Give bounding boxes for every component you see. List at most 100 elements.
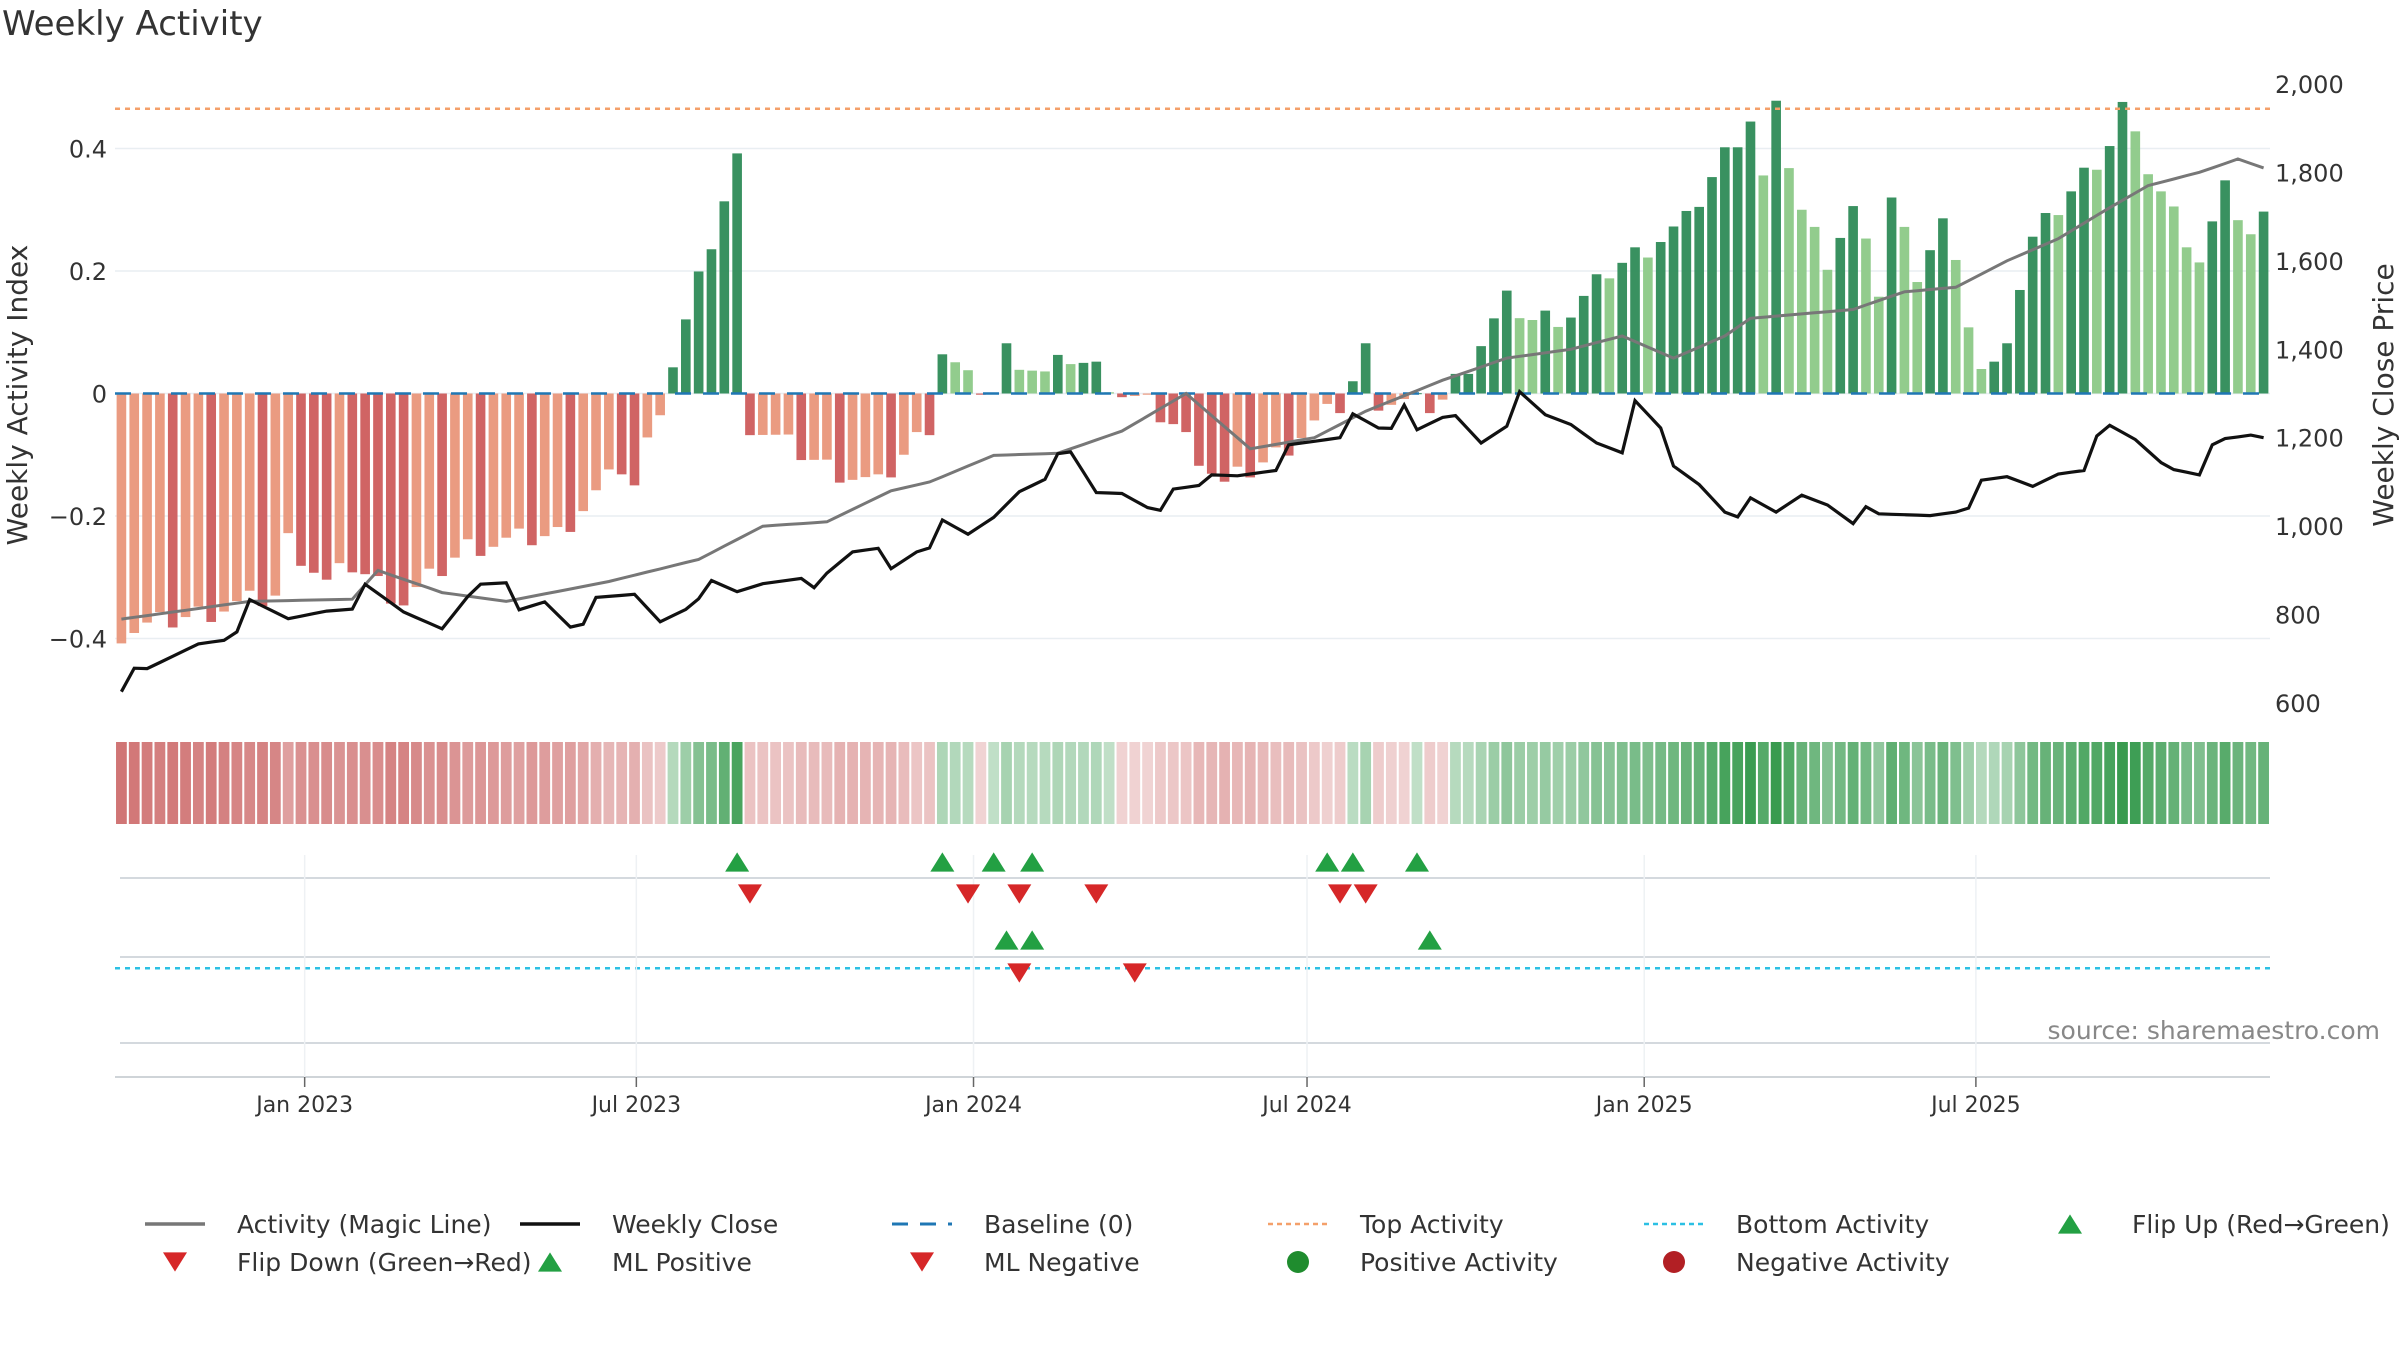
heat-strip-cell (1206, 742, 1218, 824)
heat-strip-cell (128, 742, 140, 824)
activity-bar (1501, 290, 1512, 394)
activity-bar (450, 393, 460, 558)
activity-bar (1373, 393, 1384, 411)
y-tick-label: 0.2 (69, 258, 107, 286)
heat-strip-cell (1039, 742, 1051, 824)
activity-bar (552, 393, 563, 528)
activity-bar (706, 249, 717, 394)
activity-bar (2130, 131, 2141, 394)
heat-strip-cell (1244, 742, 1256, 824)
heat-strip-cell (385, 742, 397, 824)
activity-bar (2040, 213, 2051, 394)
heat-strip-cell (2078, 742, 2090, 824)
activity-bar (873, 393, 884, 475)
heat-strip-cell (1065, 742, 1077, 824)
x-tick-label: Jul 2023 (590, 1093, 682, 1118)
heat-strip-cell (1334, 742, 1346, 824)
activity-bar (757, 393, 768, 435)
heat-strip-cell (1988, 742, 2000, 824)
legend-label: Weekly Close (612, 1210, 778, 1239)
activity-bar (1604, 278, 1615, 394)
heat-strip-cell (1642, 742, 1654, 824)
activity-bar (1899, 226, 1910, 394)
heat-strip-cell (872, 742, 884, 824)
activity-bar (847, 393, 858, 480)
legend-swatch (163, 1252, 187, 1272)
activity-bar (475, 393, 486, 556)
heat-strip-cell (1501, 742, 1513, 824)
heat-strip-cell (616, 742, 628, 824)
heat-strip-cell (205, 742, 217, 824)
heat-strip-cell (1347, 742, 1359, 824)
heat-strip-cell (744, 742, 756, 824)
heat-strip-cell (1308, 742, 1320, 824)
activity-bar (1873, 296, 1884, 394)
activity-bar (1348, 381, 1358, 394)
activity-bar (719, 201, 730, 394)
heat-strip-cell (1899, 742, 1910, 824)
activity-bar (2027, 236, 2038, 394)
heat-strip-cell (2181, 742, 2193, 824)
activity-bar (963, 370, 973, 394)
heat-strip-cell (860, 742, 871, 824)
ml-positive-marker (1020, 930, 1045, 950)
heat-strip-cell (706, 742, 717, 824)
heat-strip-cell (1860, 742, 1872, 824)
activity-bar (219, 393, 229, 612)
heat-strip-cell (975, 742, 987, 824)
activity-bar (1707, 177, 1717, 394)
heat-strip-cell (552, 742, 563, 824)
heat-strip-cell (1360, 742, 1372, 824)
activity-bar (1617, 262, 1628, 394)
activity-bar (1655, 242, 1666, 394)
flip-down-marker (1328, 884, 1353, 904)
heat-strip-cell (154, 742, 166, 824)
heat-strip-cell (1680, 742, 1692, 824)
y2-tick-label: 1,800 (2275, 159, 2344, 187)
activity-bar (1835, 237, 1846, 394)
x-tick-label: Jan 2025 (1594, 1093, 1693, 1118)
activity-bar (860, 393, 871, 478)
legend-swatch (2058, 1214, 2082, 1234)
activity-bar (629, 393, 640, 486)
heat-strip-cell (295, 742, 307, 824)
activity-bar (373, 393, 383, 577)
x-tick-label: Jul 2025 (1929, 1093, 2021, 1118)
activity-bar (1322, 393, 1332, 404)
flip-down-marker (1084, 884, 1109, 904)
heat-strip-cell (1963, 742, 1974, 824)
heat-strip-cell (1450, 742, 1461, 824)
heat-strip-cell (141, 742, 153, 824)
activity-bar (1796, 209, 1807, 394)
y2-tick-label: 800 (2275, 602, 2321, 630)
flip-up-marker (1315, 852, 1340, 872)
heat-strip-cell (1078, 742, 1089, 824)
activity-bar (1912, 282, 1923, 394)
heat-strip-cell (1873, 742, 1885, 824)
heat-strip-cell (2027, 742, 2039, 824)
heat-strip-cell (731, 742, 743, 824)
heat-strip-cell (2117, 742, 2128, 824)
activity-bar (1219, 393, 1230, 482)
heat-strip-cell (1732, 742, 1744, 824)
activity-bar (2168, 206, 2179, 394)
heat-strip-cell (847, 742, 858, 824)
heat-strip-cell (1437, 742, 1449, 824)
heat-strip-cell (693, 742, 705, 824)
heat-strip-cell (834, 742, 846, 824)
heat-strip-cell (718, 742, 730, 824)
activity-bar (1078, 362, 1089, 394)
activity-bar (1694, 206, 1704, 394)
activity-bar (193, 393, 204, 607)
activity-bar (2002, 343, 2012, 394)
heat-strip-cell (1604, 742, 1615, 824)
activity-bar (822, 393, 832, 460)
weekly-close-series (119, 388, 2264, 693)
flip-up-marker (1404, 852, 1429, 872)
activity-bar (899, 393, 909, 455)
heat-strip-cell (308, 742, 320, 824)
activity-bar (668, 367, 678, 394)
heat-strip-cell (167, 742, 179, 824)
heat-strip-cell (1719, 742, 1731, 824)
